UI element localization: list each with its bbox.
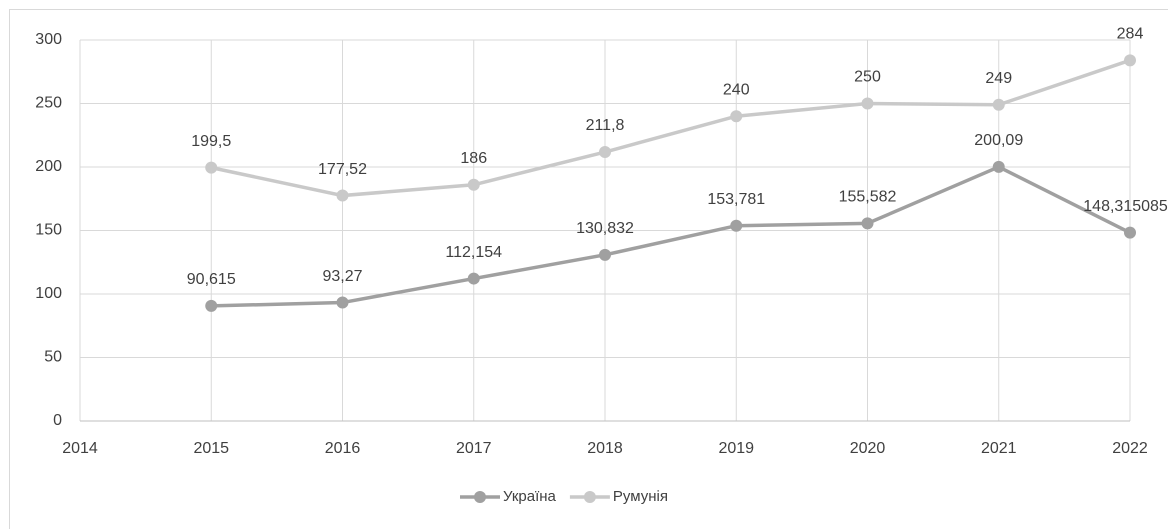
data-label: 199,5	[191, 133, 231, 150]
data-label: 130,832	[576, 220, 634, 237]
data-label: 148,3150857	[1083, 198, 1168, 215]
x-tick-label: 2022	[1112, 440, 1148, 457]
data-label: 250	[854, 69, 881, 86]
x-tick-label: 2020	[850, 440, 886, 457]
data-point	[992, 160, 1005, 173]
series-line	[210, 58, 1131, 198]
data-label: 240	[723, 81, 750, 98]
data-label: 200,09	[974, 132, 1023, 149]
data-point	[336, 189, 349, 202]
data-point	[599, 248, 611, 261]
data-point	[599, 146, 611, 159]
y-tick-label: 50	[44, 349, 62, 366]
y-tick-label: 250	[35, 95, 62, 112]
chart-border	[9, 9, 1168, 529]
x-tick-label: 2015	[193, 440, 229, 457]
x-tick-label: 2016	[325, 440, 361, 457]
data-point	[992, 98, 1005, 111]
data-label: 93,27	[322, 268, 362, 285]
x-tick-label: 2021	[981, 440, 1017, 457]
legend-label: Румунія	[613, 488, 668, 505]
legend-marker	[583, 491, 596, 503]
y-tick-label: 300	[35, 31, 62, 48]
y-tick-label: 200	[35, 158, 62, 175]
data-point	[336, 296, 349, 309]
data-point	[730, 110, 743, 123]
data-label: 155,582	[839, 189, 897, 206]
data-point	[1124, 54, 1136, 67]
data-label: 177,52	[318, 161, 367, 178]
data-label: 249	[985, 70, 1012, 87]
data-point	[1124, 226, 1136, 239]
data-point	[861, 97, 874, 110]
data-label: 284	[1117, 26, 1144, 43]
x-tick-label: 2017	[456, 440, 492, 457]
data-point	[205, 161, 218, 174]
y-tick-label: 0	[53, 412, 62, 429]
series-line	[211, 164, 1131, 308]
legend-marker	[474, 491, 486, 503]
y-tick-label: 100	[35, 285, 62, 302]
y-tick-label: 150	[35, 222, 62, 239]
data-label: 90,615	[187, 271, 236, 288]
x-tick-label: 2018	[587, 440, 623, 457]
legend-label: Україна	[503, 488, 557, 505]
data-point	[861, 217, 874, 230]
data-point	[467, 272, 480, 285]
data-label: 112,154	[445, 244, 502, 261]
legend: Україна Румунія	[460, 488, 668, 505]
data-point	[467, 178, 480, 191]
x-tick-label: 2014	[62, 440, 98, 457]
x-tick-label: 2019	[718, 440, 754, 457]
data-label: 186	[460, 150, 487, 167]
data-label: 211,8	[586, 117, 625, 134]
data-point	[730, 219, 743, 232]
data-label: 153,781	[707, 191, 765, 208]
data-point	[205, 299, 218, 312]
